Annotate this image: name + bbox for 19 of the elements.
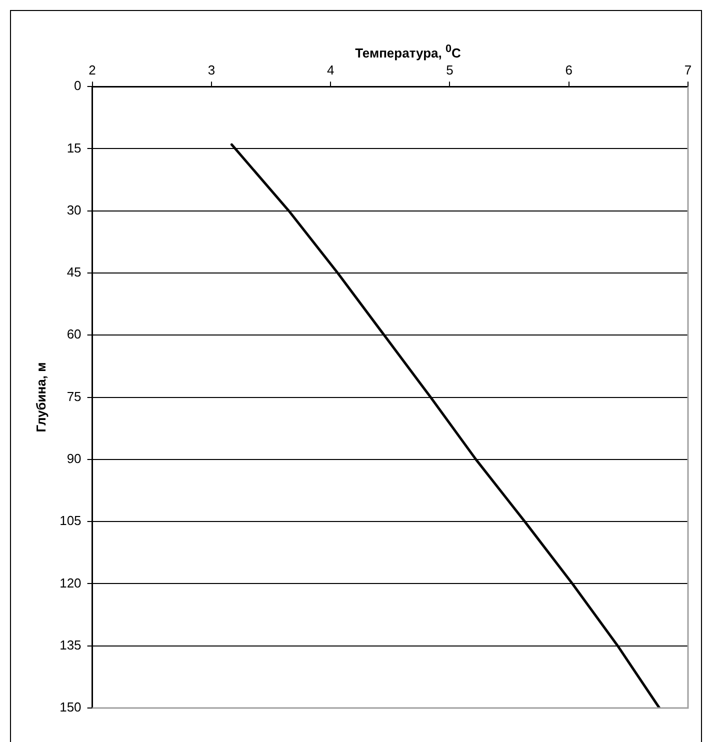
y-tick-label: 120 bbox=[60, 575, 82, 590]
x-tick-label: 4 bbox=[326, 62, 334, 78]
y-tick-label: 0 bbox=[74, 78, 82, 94]
y-tick-label: 30 bbox=[66, 202, 82, 218]
y-tick-label: 90 bbox=[66, 451, 82, 466]
y-tick-label: 75 bbox=[66, 388, 82, 404]
y-axis-title: Глубина, м bbox=[33, 362, 48, 432]
x-tick-label: 5 bbox=[446, 62, 454, 78]
y-tick-label: 60 bbox=[66, 326, 82, 342]
y-tick-label: 105 bbox=[60, 513, 82, 528]
y-tick-label: 15 bbox=[66, 140, 82, 156]
y-tick-label: 150 bbox=[60, 700, 82, 715]
x-tick-label: 6 bbox=[565, 62, 572, 78]
y-tick-label: 135 bbox=[60, 637, 82, 652]
x-tick-label: 2 bbox=[88, 62, 96, 78]
y-tick-label: 45 bbox=[66, 264, 82, 280]
x-tick-label: 7 bbox=[684, 62, 692, 78]
x-axis-title: Температура, $^{0}$C bbox=[354, 43, 462, 60]
x-tick-label: 3 bbox=[208, 62, 216, 78]
